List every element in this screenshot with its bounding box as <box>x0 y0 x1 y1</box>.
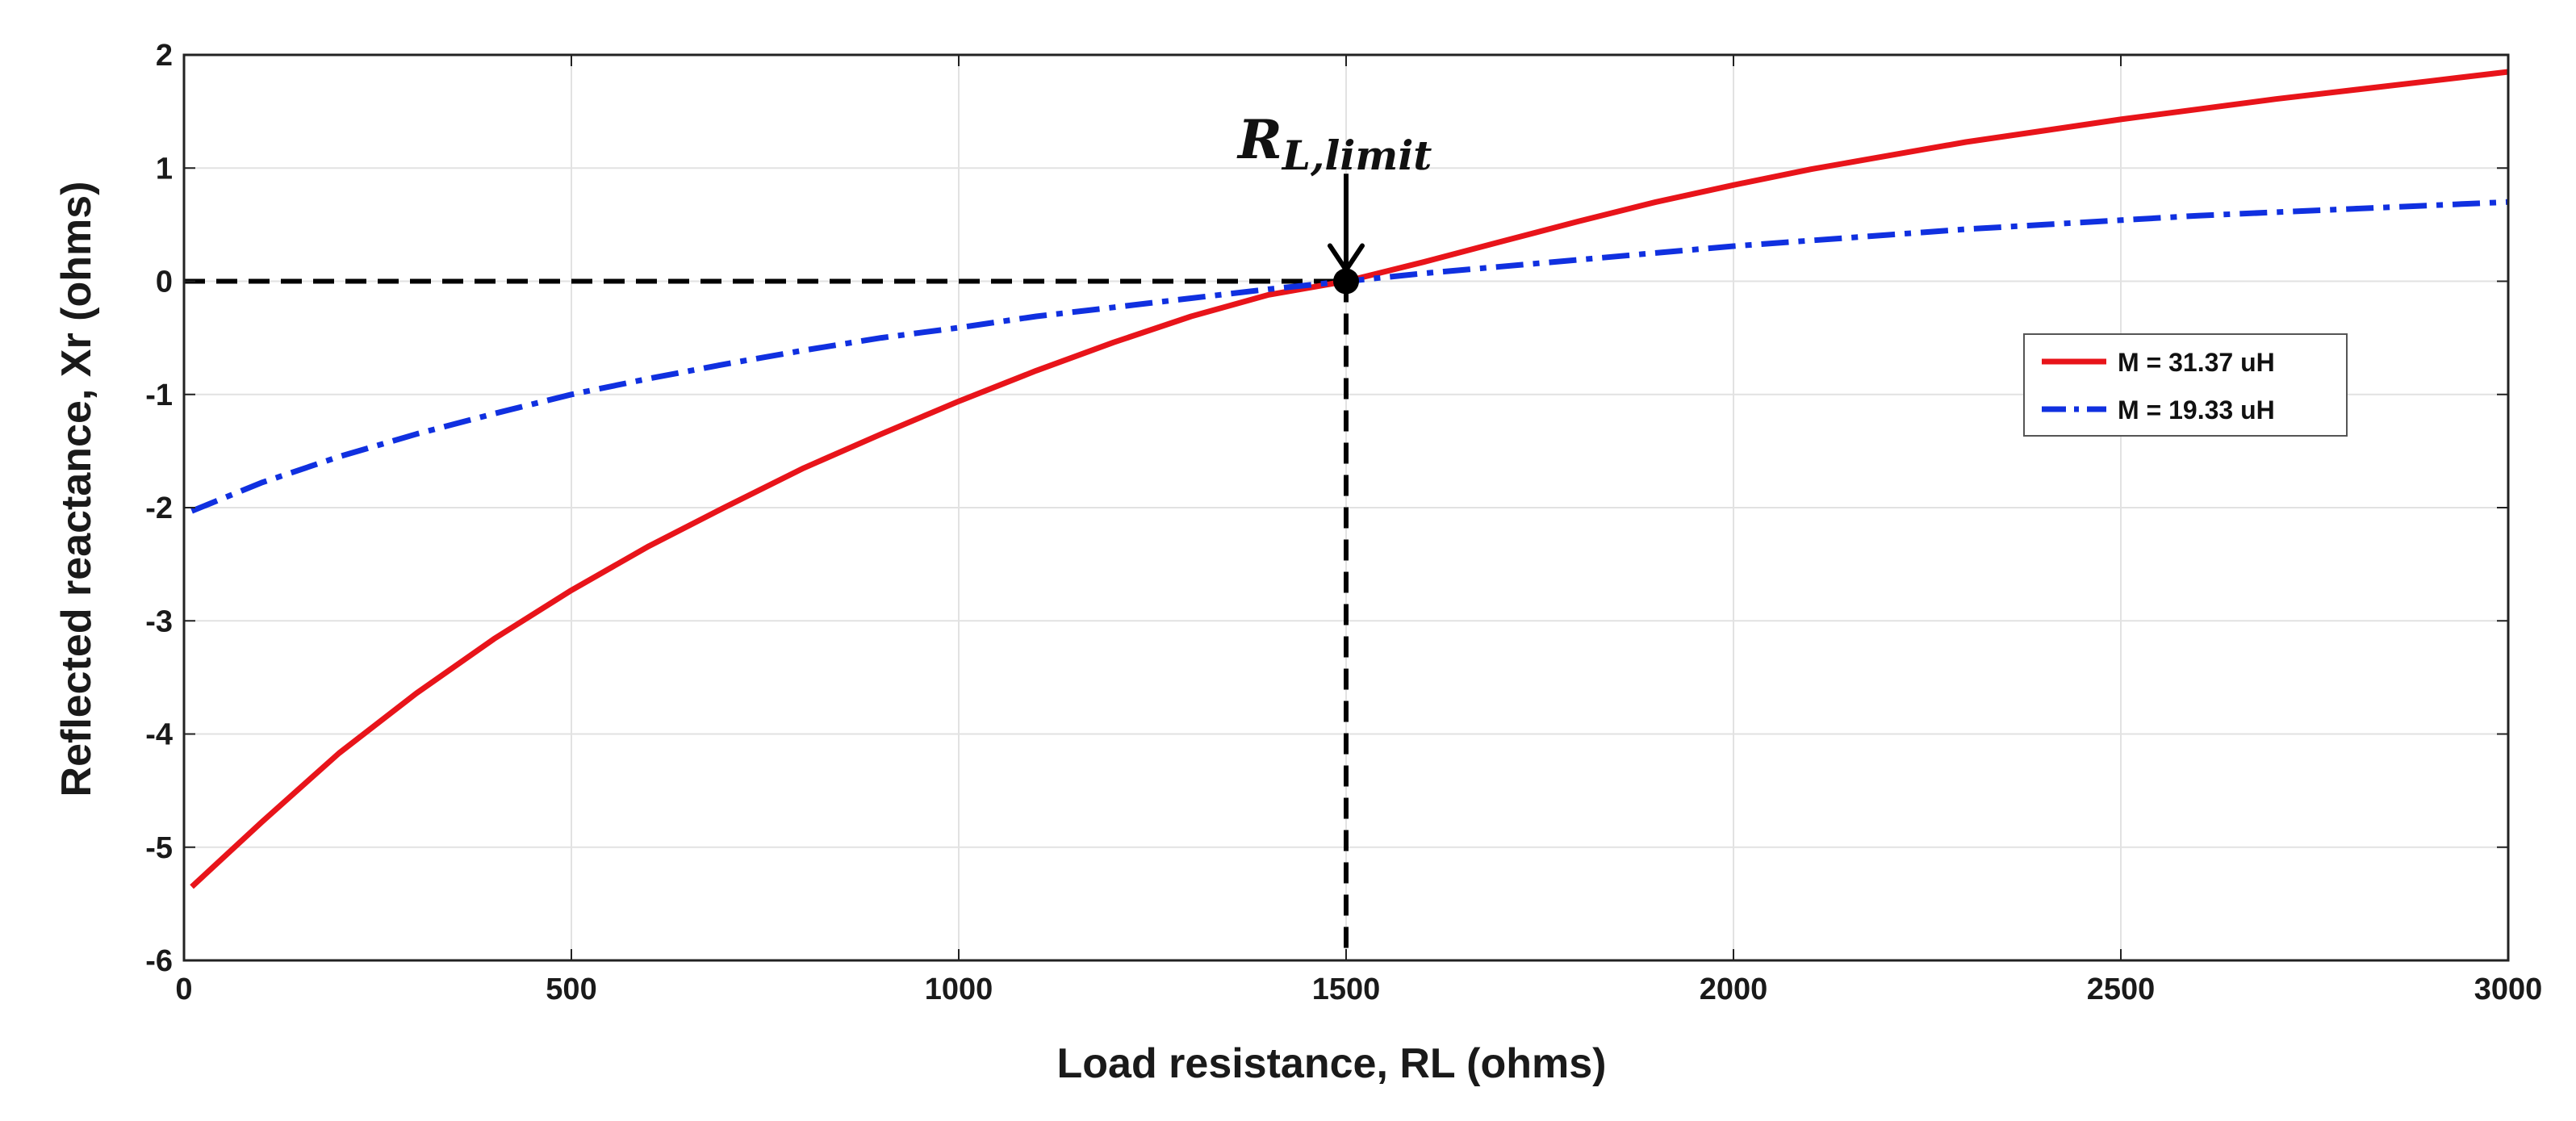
legend-entry-1: M = 31.37 uH <box>2118 348 2275 377</box>
y-tick-label: -3 <box>145 604 173 638</box>
x-tick-label: 3000 <box>2474 973 2543 1006</box>
limit-point-marker <box>1333 268 1359 295</box>
x-axis-label: Load resistance, RL (ohms) <box>1057 1040 1607 1087</box>
y-tick-label: -5 <box>145 831 173 865</box>
x-tick-label: 0 <box>175 973 192 1006</box>
y-tick-label: -4 <box>145 718 173 752</box>
axes-box <box>182 53 2510 962</box>
limit-annotation: RL,limit <box>1236 108 1432 295</box>
y-tick-label: -2 <box>145 491 173 525</box>
y-tick-label: -6 <box>145 944 173 978</box>
x-tick-label: 2000 <box>1700 973 1768 1006</box>
tick-labels: 0 500 1000 1500 2000 2500 3000 2 1 0 -1 -2 -3 -4 -5 -6 <box>145 39 2542 1006</box>
limit-guides <box>184 278 1349 960</box>
plot-frame <box>182 53 2510 962</box>
limit-label-subscript: L,limit <box>1281 132 1432 179</box>
y-tick-label: -1 <box>145 379 173 412</box>
y-tick-label: 0 <box>156 266 173 299</box>
legend-entry-2: M = 19.33 uH <box>2118 395 2275 425</box>
y-axis-label: Reflected reactance, Xr (ohms) <box>53 182 100 797</box>
y-tick-label: 2 <box>156 39 173 73</box>
x-tick-label: 1500 <box>1312 973 1381 1006</box>
x-tick-label: 2500 <box>2087 973 2156 1006</box>
limit-label: RL,limit <box>1236 108 1432 179</box>
x-tick-label: 1000 <box>925 973 993 1006</box>
legend: M = 31.37 uH M = 19.33 uH <box>2023 333 2348 437</box>
y-tick-label: 1 <box>156 152 173 186</box>
x-tick-label: 500 <box>546 973 596 1006</box>
legend-box <box>2023 333 2348 437</box>
limit-label-main: R <box>1236 108 1282 171</box>
